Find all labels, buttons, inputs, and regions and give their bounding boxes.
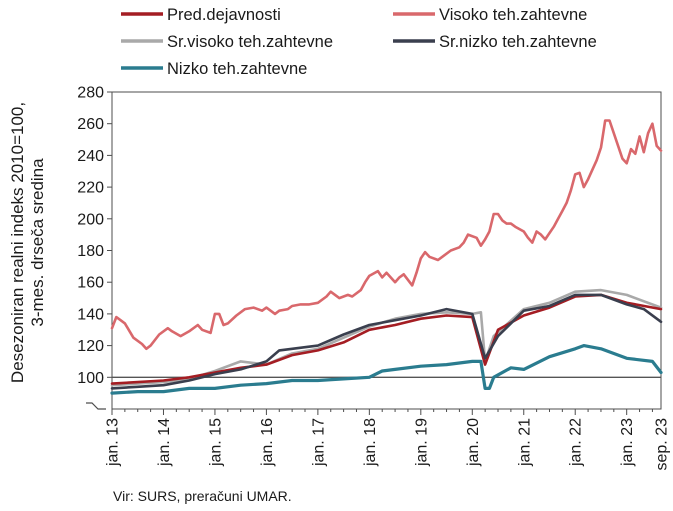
y-tick-label: 140 — [77, 306, 104, 323]
y-tick-label: 220 — [77, 180, 104, 197]
x-tick-label: jan. 22 — [568, 418, 585, 467]
plot-area: 100 120 140 160 180 200 220 240 260 280 jan. 13 jan… — [77, 85, 670, 471]
y-axis-title-line: Desezoniran realni indeks 2010=100, — [8, 102, 27, 383]
series-line-sr-nizko-teh-zahtevne — [110, 293, 663, 390]
axis-break-mark — [86, 402, 106, 410]
series-line-visoko-teh-zahtevne — [110, 119, 663, 351]
x-tick-label: jan. 23 — [619, 418, 636, 467]
legend: Pred.dejavnosti Visoko teh.zahtevne Sr.vis… — [121, 6, 597, 78]
y-tick-label: 200 — [77, 211, 104, 228]
y-tick-label: 280 — [77, 85, 104, 102]
x-tick-label: jan. 16 — [259, 418, 276, 467]
x-tick-label: jan. 20 — [465, 418, 482, 467]
y-tick-label: 120 — [77, 338, 104, 355]
x-tick-label: jan. 14 — [156, 418, 173, 467]
y-axis-label: Desezoniran realni indeks 2010=100, 3-mes… — [8, 102, 47, 383]
x-tick-label: jan. 19 — [413, 418, 430, 467]
y-axis-title-line: 3-mes. drseča sredina — [28, 158, 47, 327]
legend-item: Pred.dejavnosti — [121, 6, 281, 24]
plot-frame — [111, 91, 662, 410]
legend-label: Sr.nizko teh.zahtevne — [439, 33, 597, 51]
x-tick-label: jan. 13 — [105, 418, 122, 467]
series-line-nizko-teh-zahtevne — [110, 344, 663, 395]
x-tick-label: jan. 15 — [207, 418, 224, 467]
x-tick-label: sep. 23 — [654, 418, 671, 471]
y-tick-label: 240 — [77, 148, 104, 165]
legend-label: Visoko teh.zahtevne — [439, 6, 587, 24]
x-tick-label: jan. 21 — [516, 418, 533, 467]
y-tick-label: 260 — [77, 116, 104, 133]
legend-label: Nizko teh.zahtevne — [167, 60, 307, 78]
y-tick-label: 180 — [77, 243, 104, 260]
x-tick-label: jan. 17 — [310, 418, 327, 467]
legend-item: Sr.nizko teh.zahtevne — [393, 33, 597, 51]
x-tick-label: jan. 18 — [362, 418, 379, 467]
legend-item: Visoko teh.zahtevne — [393, 6, 587, 24]
legend-label: Sr.visoko teh.zahtevne — [167, 33, 333, 51]
series-line-pred-dejavnosti — [110, 293, 663, 385]
legend-item: Nizko teh.zahtevne — [121, 60, 307, 78]
legend-item: Sr.visoko teh.zahtevne — [121, 33, 333, 51]
series-layer — [110, 119, 663, 395]
y-tick-label: 100 — [77, 370, 104, 387]
y-tick-label: 160 — [77, 275, 104, 292]
source-note: Vir: SURS, preračuni UMAR. — [113, 488, 292, 504]
legend-label: Pred.dejavnosti — [167, 6, 281, 24]
